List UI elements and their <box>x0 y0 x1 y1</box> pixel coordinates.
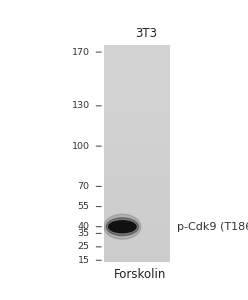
Text: 130: 130 <box>71 101 90 110</box>
Text: Forskolin: Forskolin <box>114 268 167 281</box>
Text: 15: 15 <box>78 256 90 265</box>
Text: 35: 35 <box>77 229 90 238</box>
Text: 25: 25 <box>78 242 90 251</box>
Text: p-Cdk9 (T186): p-Cdk9 (T186) <box>177 222 248 232</box>
Text: 170: 170 <box>72 48 90 57</box>
Text: 3T3: 3T3 <box>135 27 157 40</box>
Text: 100: 100 <box>72 142 90 151</box>
Text: 55: 55 <box>78 202 90 211</box>
Text: 70: 70 <box>78 182 90 191</box>
Text: 40: 40 <box>78 222 90 231</box>
